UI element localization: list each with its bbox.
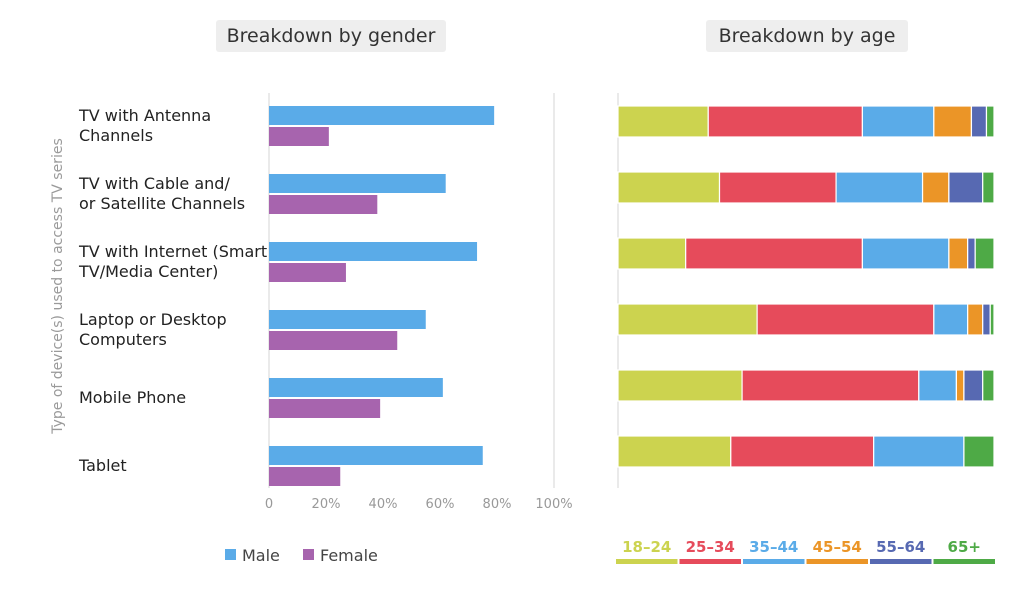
age-legend-swatch-18-24 xyxy=(616,559,678,564)
age-segment-25-34 xyxy=(741,369,920,402)
age-segment-35-44 xyxy=(873,435,965,468)
male-legend-swatch xyxy=(225,549,236,560)
age-segment-45-54 xyxy=(967,303,984,336)
age-segment-18-24 xyxy=(617,303,758,336)
age-segment-65plus xyxy=(985,105,995,138)
gender-chart-title: Breakdown by gender xyxy=(216,20,446,52)
category-label: Tablet xyxy=(78,456,127,475)
x-tick-label: 80% xyxy=(483,497,512,512)
category-label: TV/Media Center) xyxy=(78,262,218,281)
age-segment-35-44 xyxy=(861,105,935,138)
x-tick-label: 100% xyxy=(535,497,572,512)
age-legend-label-65plus: 65+ xyxy=(948,538,981,556)
age-segment-18-24 xyxy=(617,237,687,270)
age-segment-55-64 xyxy=(963,369,984,402)
category-label: Channels xyxy=(79,126,153,145)
age-legend-swatch-45-54 xyxy=(806,559,868,564)
age-segment-65plus xyxy=(982,171,995,204)
female-bar xyxy=(269,263,346,282)
age-legend-swatch-65plus xyxy=(933,559,995,564)
age-segment-45-54 xyxy=(933,105,973,138)
age-segment-25-34 xyxy=(718,171,837,204)
age-legend-label-45-54: 45–54 xyxy=(813,538,862,556)
age-segment-18-24 xyxy=(617,369,743,402)
gender-y-axis-label: Type of device(s) used to access TV seri… xyxy=(50,138,66,435)
age-segment-25-34 xyxy=(685,237,863,270)
female-bar xyxy=(269,195,378,214)
age-segment-18-24 xyxy=(617,435,732,468)
male-bar xyxy=(269,310,426,329)
age-segment-25-34 xyxy=(730,435,875,468)
female-bar xyxy=(269,467,341,486)
age-legend-label-35-44: 35–44 xyxy=(749,538,798,556)
female-bar xyxy=(269,399,381,418)
age-segment-18-24 xyxy=(617,171,721,204)
age-segment-65plus xyxy=(974,237,995,270)
x-tick-label: 40% xyxy=(369,497,398,512)
age-legend-label-18-24: 18–24 xyxy=(622,538,671,556)
age-chart-title: Breakdown by age xyxy=(706,20,908,52)
age-legend-label-25-34: 25–34 xyxy=(686,538,735,556)
age-legend-label-55-64: 55–64 xyxy=(876,538,925,556)
category-label: or Satellite Channels xyxy=(79,194,245,213)
female-legend-label: Female xyxy=(320,546,378,565)
age-legend-swatch-25-34 xyxy=(679,559,741,564)
age-segment-45-54 xyxy=(948,237,969,270)
category-label: TV with Antenna xyxy=(78,106,211,125)
age-segment-65plus xyxy=(982,369,995,402)
age-segment-55-64 xyxy=(967,237,976,270)
age-legend-swatch-35-44 xyxy=(743,559,805,564)
age-segment-55-64 xyxy=(970,105,988,138)
age-segment-35-44 xyxy=(861,237,950,270)
age-segment-35-44 xyxy=(933,303,969,336)
age-segment-65plus xyxy=(963,435,995,468)
category-label: Mobile Phone xyxy=(79,388,186,407)
x-tick-label: 20% xyxy=(312,497,341,512)
male-bar xyxy=(269,174,446,193)
x-tick-label: 0 xyxy=(265,497,273,512)
age-segment-25-34 xyxy=(756,303,935,336)
age-segment-18-24 xyxy=(617,105,709,138)
age-segment-55-64 xyxy=(948,171,984,204)
age-segment-35-44 xyxy=(918,369,957,402)
female-bar xyxy=(269,331,398,350)
female-bar xyxy=(269,127,329,146)
age-segment-55-64 xyxy=(982,303,991,336)
category-label: TV with Internet (Smart xyxy=(78,242,267,261)
age-segment-25-34 xyxy=(707,105,863,138)
age-segment-65plus xyxy=(989,303,995,336)
male-legend-label: Male xyxy=(242,546,280,565)
age-segment-45-54 xyxy=(955,369,965,402)
male-bar xyxy=(269,446,483,465)
male-bar xyxy=(269,106,495,125)
female-legend-swatch xyxy=(303,549,314,560)
age-segment-35-44 xyxy=(835,171,924,204)
male-bar xyxy=(269,242,478,261)
category-label: Computers xyxy=(79,330,167,349)
category-label: TV with Cable and/ xyxy=(78,174,230,193)
x-tick-label: 60% xyxy=(426,497,455,512)
male-bar xyxy=(269,378,443,397)
category-label: Laptop or Desktop xyxy=(79,310,227,329)
age-segment-45-54 xyxy=(921,171,950,204)
age-legend-swatch-55-64 xyxy=(870,559,932,564)
